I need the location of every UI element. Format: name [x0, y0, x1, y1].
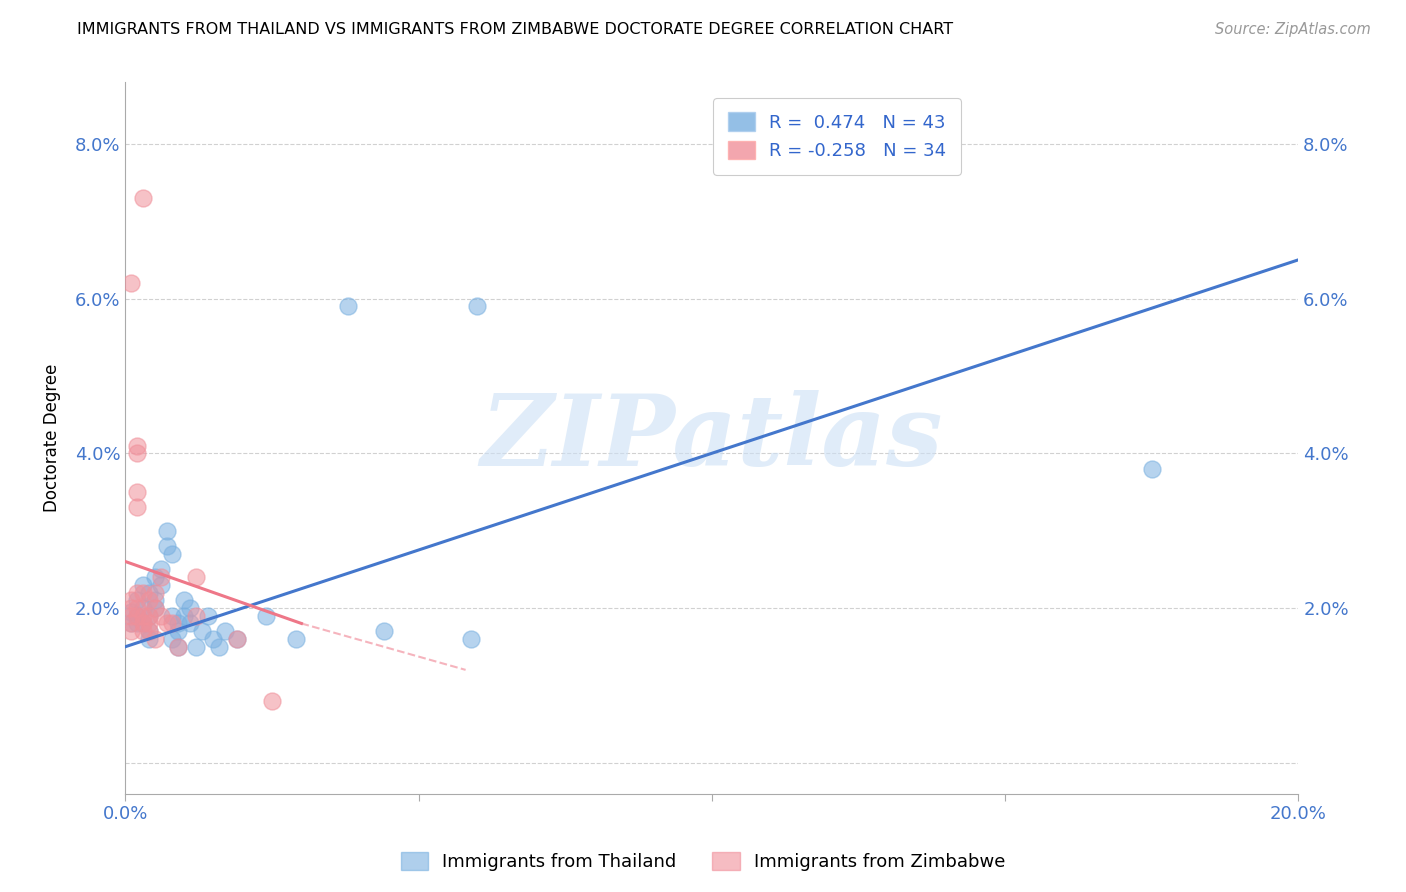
Point	[337, 299, 360, 313]
Point	[127, 608, 149, 623]
Point	[262, 694, 284, 708]
Point	[138, 632, 160, 646]
Point	[167, 640, 190, 654]
Point	[197, 608, 219, 623]
Point	[1140, 461, 1163, 475]
Point	[162, 616, 184, 631]
Point	[173, 608, 195, 623]
Point	[120, 593, 142, 607]
Point	[127, 593, 149, 607]
Point	[127, 446, 149, 460]
Point	[143, 593, 166, 607]
Point	[149, 608, 172, 623]
Point	[184, 640, 207, 654]
Point	[120, 601, 142, 615]
Point	[127, 485, 149, 500]
Point	[184, 570, 207, 584]
Point	[184, 608, 207, 623]
Point	[284, 632, 307, 646]
Point	[155, 524, 177, 538]
Point	[120, 616, 142, 631]
Point	[132, 578, 155, 592]
Point	[120, 276, 142, 290]
Point	[143, 632, 166, 646]
Point	[460, 632, 482, 646]
Point	[179, 616, 201, 631]
Point	[120, 616, 142, 631]
Point	[120, 605, 142, 619]
Point	[149, 570, 172, 584]
Point	[138, 624, 160, 639]
Point	[162, 608, 184, 623]
Point	[149, 562, 172, 576]
Point	[167, 640, 190, 654]
Point	[138, 585, 160, 599]
Point	[138, 624, 160, 639]
Point	[127, 616, 149, 631]
Point	[120, 624, 142, 639]
Point	[127, 500, 149, 515]
Point	[173, 593, 195, 607]
Point	[127, 601, 149, 615]
Point	[132, 616, 155, 631]
Point	[167, 616, 190, 631]
Legend: Immigrants from Thailand, Immigrants from Zimbabwe: Immigrants from Thailand, Immigrants fro…	[394, 845, 1012, 879]
Point	[202, 632, 225, 646]
Point	[467, 299, 489, 313]
Point	[138, 593, 160, 607]
Point	[127, 608, 149, 623]
Point	[226, 632, 249, 646]
Point	[143, 601, 166, 615]
Text: Source: ZipAtlas.com: Source: ZipAtlas.com	[1215, 22, 1371, 37]
Point	[143, 585, 166, 599]
Point	[120, 608, 142, 623]
Text: IMMIGRANTS FROM THAILAND VS IMMIGRANTS FROM ZIMBABWE DOCTORATE DEGREE CORRELATIO: IMMIGRANTS FROM THAILAND VS IMMIGRANTS F…	[77, 22, 953, 37]
Point	[179, 601, 201, 615]
Point	[190, 624, 212, 639]
Point	[138, 608, 160, 623]
Point	[132, 608, 155, 623]
Point	[149, 578, 172, 592]
Point	[155, 616, 177, 631]
Point	[167, 624, 190, 639]
Point	[155, 539, 177, 553]
Point	[138, 616, 160, 631]
Point	[214, 624, 236, 639]
Point	[208, 640, 231, 654]
Point	[226, 632, 249, 646]
Text: ZIPatlas: ZIPatlas	[481, 390, 943, 486]
Point	[162, 547, 184, 561]
Point	[132, 624, 155, 639]
Y-axis label: Doctorate Degree: Doctorate Degree	[44, 364, 60, 512]
Legend: R =  0.474   N = 43, R = -0.258   N = 34: R = 0.474 N = 43, R = -0.258 N = 34	[713, 98, 960, 175]
Point	[373, 624, 395, 639]
Point	[132, 191, 155, 205]
Point	[127, 585, 149, 599]
Point	[254, 608, 277, 623]
Point	[143, 570, 166, 584]
Point	[162, 632, 184, 646]
Point	[132, 601, 155, 615]
Point	[132, 616, 155, 631]
Point	[143, 601, 166, 615]
Point	[127, 438, 149, 452]
Point	[132, 585, 155, 599]
Point	[138, 608, 160, 623]
